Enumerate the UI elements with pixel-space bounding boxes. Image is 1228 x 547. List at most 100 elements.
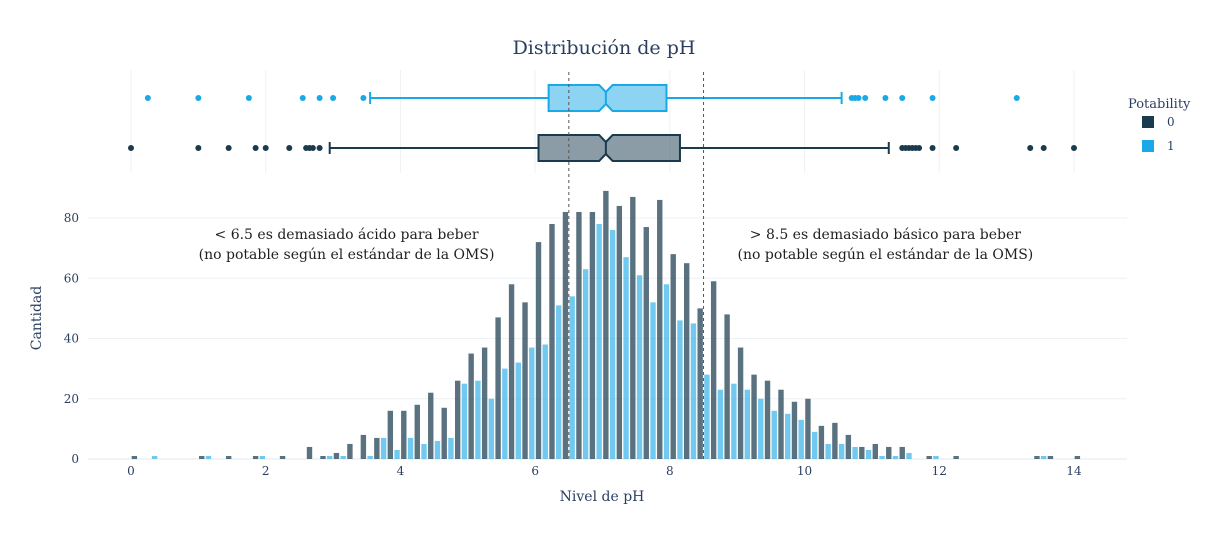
x-tick-label: 10 [797,464,812,478]
histogram-bar-1 [731,383,737,459]
x-tick-label: 12 [932,464,947,478]
legend-swatch-0 [1142,116,1154,128]
histogram-bar-1 [542,344,548,459]
histogram-bar-0 [764,380,771,459]
histogram-bar-0 [832,422,838,459]
y-tick-label: 80 [64,211,79,225]
histogram-bar-0 [454,380,461,459]
histogram-bar-0 [630,196,636,459]
x-tick-label: 4 [397,464,405,478]
histogram-bar-1 [259,455,266,459]
histogram-bar-1 [407,437,414,459]
histogram-bar-0 [320,455,326,459]
legend-label-0: 0 [1167,115,1175,129]
x-axis-title: Nivel de pH [560,489,645,505]
legend-label-1: 1 [1167,139,1175,153]
histogram-bar-1 [892,455,899,459]
histogram-bar-1 [205,455,212,459]
histogram-bar-1 [448,437,454,459]
box-outlier-point [299,95,306,101]
x-tick-label: 2 [262,464,270,478]
histogram-bar-0 [225,455,232,459]
histogram-bar-0 [616,205,623,459]
y-tick-label: 40 [64,332,79,346]
histogram-bar-1 [340,455,346,459]
histogram-bar-1 [529,347,535,459]
histogram-bar-0 [926,455,932,459]
box-outlier-point [1040,145,1047,151]
histogram-bar-0 [818,425,825,459]
histogram-bar-0 [428,392,434,459]
histogram-bar-1 [623,257,629,459]
histogram-bar-1 [717,389,724,459]
histogram-bar-0 [1047,455,1054,459]
histogram-bar-1 [394,449,400,459]
histogram-bar-1 [677,320,683,459]
histogram-bar-0 [549,224,555,459]
histogram-bar-0 [684,263,690,459]
box-outlier-point [245,95,252,101]
histogram-bar-0 [1074,455,1081,459]
histogram-bar-1 [744,389,751,459]
histogram-bar-1 [434,440,441,459]
box-outlier-point [128,145,134,151]
axis-ticks: 0 2 4 6 8 10 12 14 0 20 40 60 80 [64,211,1082,478]
box-outlier-point [855,95,862,101]
histogram-bar-1 [798,419,804,459]
x-tick-label: 8 [666,464,674,478]
box-outlier-point [953,145,960,151]
box-outlier-point [225,145,232,151]
annotation-line: (no potable según el estándar de la OMS) [738,247,1034,263]
y-tick-label: 60 [64,271,79,285]
box-outlier-point [916,145,923,151]
histogram-bar-0 [589,211,596,459]
histogram-bar-0 [737,347,744,459]
histogram-bar-0 [360,434,367,459]
box-outlier-point [262,145,269,151]
box-outlier-point [1027,145,1034,151]
histogram-bar-0 [886,446,892,459]
box-plot-0 [128,134,1077,162]
histogram-bar-1 [556,305,562,459]
y-tick-label: 0 [71,452,79,466]
histogram-bar-0 [522,302,528,459]
histogram-bar-0 [252,455,259,459]
box-outlier-point [195,95,202,101]
x-tick-label: 14 [1066,464,1082,478]
box-outlier-point [316,145,323,151]
chart-title: Distribución de pH [513,37,696,59]
box-outlier-point [316,95,323,101]
histogram-bar-0 [508,284,515,459]
box-outlier-point [1013,95,1020,101]
box-outlier-point [1071,145,1077,151]
histogram-bar-1 [650,302,656,459]
histogram-bar-1 [421,443,427,459]
histogram-bar-0 [899,446,905,459]
histogram-bar-1 [502,368,508,459]
histogram-bar-0 [576,211,582,459]
histogram-bar-0 [791,401,798,459]
histogram-bar-0 [657,199,663,460]
histogram-bar-0 [387,410,394,459]
histogram-bar-1 [811,431,818,459]
histogram-bar-1 [461,383,468,459]
histogram-bar-0 [481,347,488,459]
histogram-bar-1 [771,410,777,459]
box-outlier-point [309,145,316,151]
legend: Potability 0 1 [1128,97,1191,153]
histogram-bar-1 [327,455,333,459]
histogram-bar-1 [367,455,373,459]
histogram-bar-1 [475,380,481,459]
histogram-bar-0 [306,446,313,459]
histogram-bar-0 [1034,455,1040,459]
histogram-bar-0 [347,443,353,459]
box-outlier-point [195,145,202,151]
annotation-line: (no potable según el estándar de la OMS) [199,247,495,263]
histogram-bar-1 [906,452,912,459]
y-tick-label: 20 [64,392,79,406]
box-outlier-point [330,95,337,101]
histogram-bar-0 [643,227,649,459]
histogram-bar-1 [852,446,858,459]
histogram-bar-1 [785,413,791,459]
histogram-bar-0 [953,455,959,459]
